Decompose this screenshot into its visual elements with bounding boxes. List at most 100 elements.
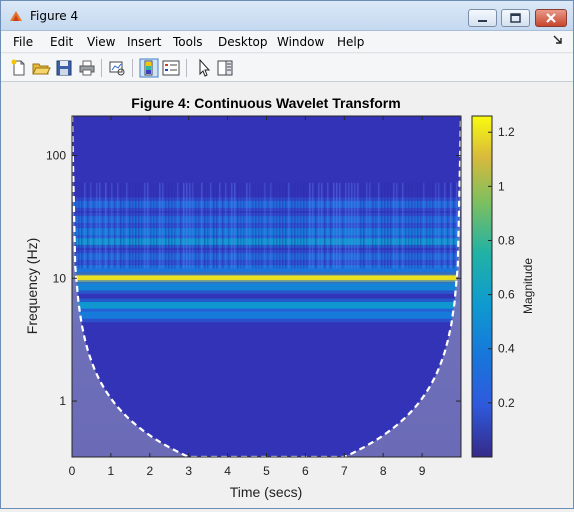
texture-stripe <box>321 182 323 269</box>
frequency-bands <box>72 197 461 323</box>
texture-stripe <box>348 182 350 269</box>
menu-desktop[interactable]: Desktop <box>218 35 268 49</box>
texture-stripe <box>147 182 149 269</box>
frequency-band <box>72 253 461 261</box>
texture-stripe <box>384 182 386 269</box>
texture-stripe <box>393 182 395 269</box>
texture-stripe <box>423 182 425 269</box>
texture-stripe <box>267 182 269 269</box>
texture-stripe <box>96 182 98 269</box>
colorbar-tick-label: 1 <box>498 179 505 193</box>
title-bar[interactable]: Figure 4 <box>1 1 573 31</box>
texture-stripe <box>381 182 383 269</box>
colorbar-label: Magnitude <box>521 258 535 314</box>
y-axis-label: Frequency (Hz) <box>24 238 40 334</box>
texture-stripe <box>414 182 416 269</box>
texture-stripe <box>219 182 221 269</box>
texture-stripe <box>132 182 134 269</box>
texture-stripe <box>369 182 371 269</box>
texture-stripe <box>102 182 104 269</box>
menu-tools[interactable]: Tools <box>173 35 203 49</box>
plot-area <box>72 116 461 457</box>
texture-stripe <box>225 182 227 269</box>
texture-stripe <box>210 182 212 269</box>
texture-stripe <box>426 182 428 269</box>
texture-stripe <box>261 182 263 269</box>
property-editor-icon[interactable] <box>215 58 235 78</box>
print-icon[interactable] <box>77 58 97 78</box>
texture-stripe <box>186 182 188 269</box>
texture-stripe <box>84 182 86 269</box>
texture-stripe <box>78 182 80 269</box>
texture-stripe <box>318 182 320 269</box>
open-file-icon[interactable] <box>31 58 51 78</box>
x-tick-label: 5 <box>263 464 270 478</box>
texture-stripe <box>402 182 404 269</box>
texture-stripe <box>180 182 182 269</box>
menu-file[interactable]: File <box>13 35 34 49</box>
chart-title: Figure 4: Continuous Wavelet Transform <box>131 95 400 111</box>
texture-stripe <box>135 182 137 269</box>
menu-view[interactable]: View <box>87 35 116 49</box>
texture-stripe <box>183 182 185 269</box>
matlab-icon <box>10 11 22 21</box>
texture-stripe <box>216 182 218 269</box>
texture-stripe <box>282 182 284 269</box>
texture-stripe <box>207 182 209 269</box>
texture-stripe <box>156 182 158 269</box>
texture-stripe <box>450 182 452 269</box>
texture-stripe <box>303 182 305 269</box>
texture-stripe <box>270 182 272 269</box>
colorbar-icon[interactable] <box>139 58 159 78</box>
texture-stripe <box>330 182 332 269</box>
colorbar-tick-label: 0.2 <box>498 396 515 410</box>
figure-toolbar <box>1 54 573 82</box>
texture-stripe <box>432 182 434 269</box>
texture-stripe <box>201 182 203 269</box>
legend-icon[interactable] <box>161 58 181 78</box>
link-plot-icon[interactable] <box>107 58 127 78</box>
pointer-icon[interactable] <box>194 58 214 78</box>
menu-edit[interactable]: Edit <box>50 35 74 49</box>
texture-stripe <box>114 182 116 269</box>
texture-stripe <box>249 182 251 269</box>
texture-stripe <box>375 182 377 269</box>
texture-stripe <box>129 182 131 269</box>
texture-stripe <box>276 182 278 269</box>
texture-stripe <box>264 182 266 269</box>
texture-stripe <box>363 182 365 269</box>
texture-stripe <box>366 182 368 269</box>
close-button[interactable] <box>535 9 567 27</box>
frequency-band <box>72 237 461 245</box>
x-tick-label: 2 <box>146 464 153 478</box>
menu-insert[interactable]: Insert <box>127 35 162 49</box>
dock-arrow-icon[interactable] <box>553 35 563 45</box>
x-tick-label: 0 <box>69 464 76 478</box>
texture-stripe <box>456 182 458 269</box>
close-icon <box>546 13 556 23</box>
cone-of-influence-shade <box>72 116 461 457</box>
texture-stripe <box>123 182 125 269</box>
new-figure-icon[interactable] <box>9 58 29 78</box>
menu-help[interactable]: Help <box>337 35 365 49</box>
menu-window[interactable]: Window <box>277 35 325 49</box>
texture-stripe <box>339 182 341 269</box>
texture-stripe <box>315 182 317 269</box>
frequency-band <box>72 311 461 319</box>
save-icon[interactable] <box>54 58 74 78</box>
texture-stripe <box>438 182 440 269</box>
frequency-band <box>72 228 461 236</box>
maximize-button[interactable] <box>501 9 530 27</box>
texture-stripe <box>195 182 197 269</box>
texture-stripe <box>204 182 206 269</box>
texture-stripe <box>429 182 431 269</box>
texture-stripe <box>171 182 173 269</box>
texture-stripe <box>174 182 176 269</box>
texture-stripe <box>126 182 128 269</box>
texture-stripe <box>399 182 401 269</box>
frequency-band <box>72 200 461 208</box>
minimize-button[interactable] <box>468 9 497 27</box>
menu-bar: File Edit View Insert Tools Desktop Wind… <box>1 31 573 53</box>
texture-stripe <box>117 182 119 269</box>
x-tick-label: 4 <box>224 464 231 478</box>
